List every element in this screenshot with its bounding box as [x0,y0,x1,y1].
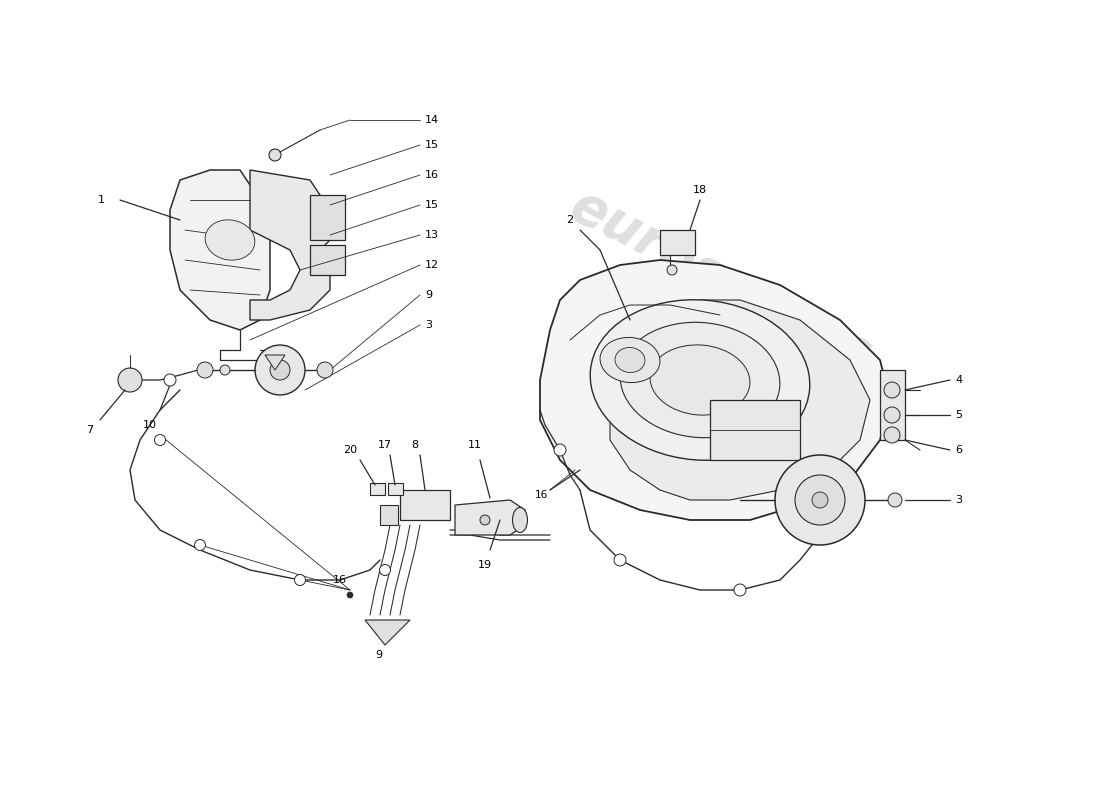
Circle shape [164,374,176,386]
Ellipse shape [615,347,645,373]
Ellipse shape [600,338,660,382]
Polygon shape [610,300,870,500]
Ellipse shape [205,220,255,260]
Bar [310,195,345,240]
Bar [660,230,695,255]
Text: 8: 8 [411,440,419,450]
Circle shape [888,493,902,507]
Text: 9: 9 [425,290,432,300]
Text: 7: 7 [87,425,94,435]
Text: 19: 19 [477,560,492,570]
Circle shape [346,592,353,598]
Circle shape [614,554,626,566]
Circle shape [317,362,333,378]
Text: 13: 13 [425,230,439,240]
Text: 15: 15 [425,140,439,150]
Polygon shape [540,260,890,520]
Text: 15: 15 [425,200,439,210]
Text: 14: 14 [425,115,439,125]
Circle shape [197,362,213,378]
Text: 10: 10 [143,420,157,430]
Bar [710,400,800,460]
Text: 20: 20 [343,445,358,455]
Text: 9: 9 [375,650,382,660]
Text: 6: 6 [955,445,962,455]
Text: 4: 4 [955,375,962,385]
Circle shape [776,455,865,545]
Ellipse shape [650,345,750,415]
Circle shape [884,382,900,398]
Circle shape [554,444,566,456]
Text: 1: 1 [98,195,104,205]
Bar [370,483,385,495]
Bar [379,505,398,525]
Circle shape [667,265,676,275]
Circle shape [220,365,230,375]
Circle shape [884,407,900,423]
Circle shape [884,427,900,443]
Circle shape [255,345,305,395]
Text: 16: 16 [333,575,346,585]
Circle shape [154,434,165,446]
Bar [880,370,905,440]
Circle shape [734,584,746,596]
Text: 17: 17 [378,440,392,450]
Ellipse shape [513,507,528,533]
Text: a passion for parts since 1985: a passion for parts since 1985 [546,358,794,502]
Circle shape [118,368,142,392]
Circle shape [270,149,280,161]
Circle shape [195,539,206,550]
Polygon shape [365,620,410,645]
Circle shape [295,574,306,586]
Text: 12: 12 [425,260,439,270]
Bar [388,483,403,495]
Text: 5: 5 [955,410,962,420]
Bar [310,245,345,275]
Polygon shape [170,170,270,330]
Circle shape [270,360,290,380]
Text: 18: 18 [693,185,707,195]
Text: eurospares: eurospares [561,178,879,382]
Ellipse shape [591,300,810,460]
Circle shape [795,475,845,525]
Circle shape [480,515,490,525]
Text: 2: 2 [566,215,573,225]
Text: 11: 11 [468,440,482,450]
Ellipse shape [620,322,780,438]
Circle shape [379,565,390,575]
Text: 3: 3 [955,495,962,505]
Polygon shape [250,170,330,320]
Polygon shape [455,500,525,535]
Polygon shape [265,355,285,370]
Text: 3: 3 [425,320,432,330]
Text: 16: 16 [425,170,439,180]
Bar [400,490,450,520]
Text: 16: 16 [535,490,548,500]
Circle shape [812,492,828,508]
